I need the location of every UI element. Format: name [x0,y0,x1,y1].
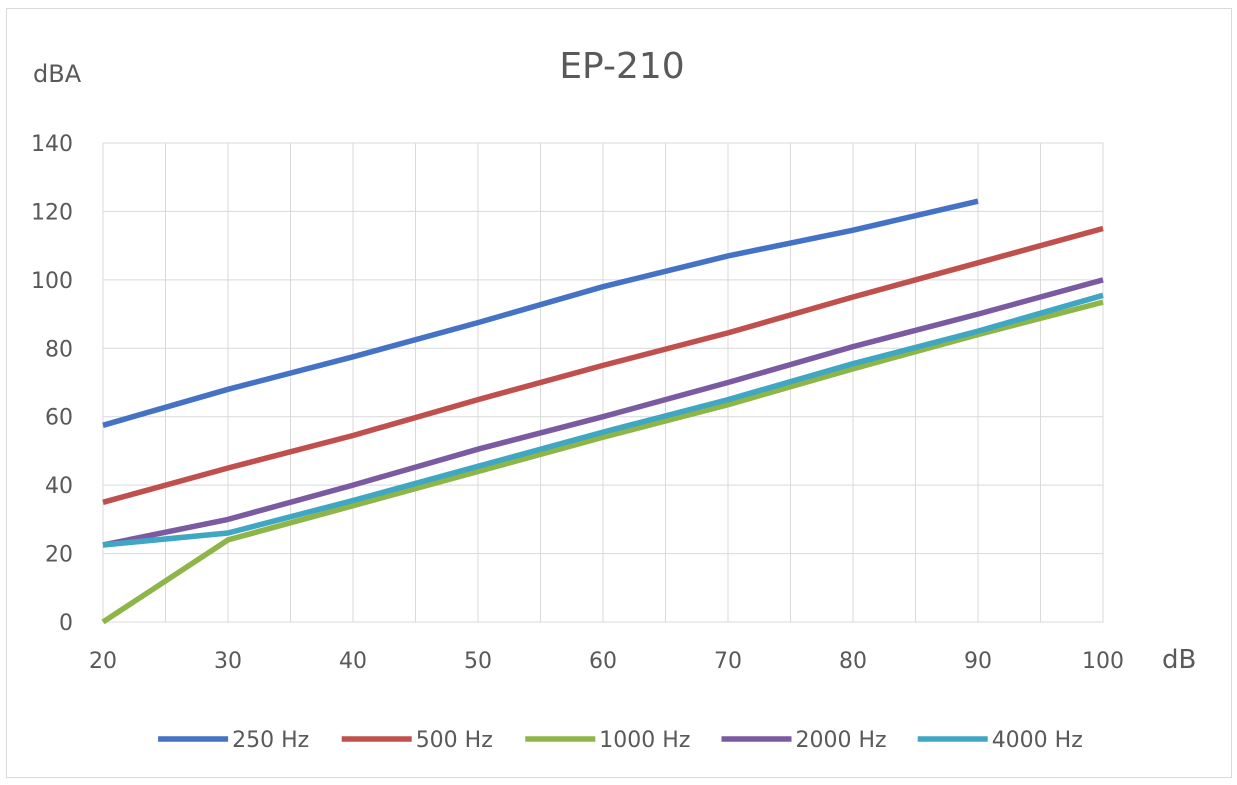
x-tick-label: 90 [964,649,992,674]
series-lines [101,198,1104,625]
legend-label-2000-hz: 2000 Hz [796,728,887,753]
x-tick-label: 80 [839,649,867,674]
y-tick-label: 60 [45,406,73,431]
series-line-250-hz [102,198,979,428]
legend-label-1000-hz: 1000 Hz [599,728,690,753]
y-tick-label: 80 [45,337,73,362]
y-tick-label: 100 [31,269,73,294]
x-tick-label: 20 [89,649,117,674]
grid [102,142,1104,623]
x-tick-label: 70 [714,649,742,674]
x-tick-label: 40 [339,649,367,674]
x-tick-label: 60 [589,649,617,674]
series-line-2000-hz [102,277,1104,548]
chart-title: EP-210 [559,46,684,87]
series-line-1000-hz [101,299,1104,625]
y-tick-label: 120 [31,200,73,225]
series-line-4000-hz [102,292,1104,548]
series-line-500-hz [102,225,1104,505]
x-tick-label: 50 [464,649,492,674]
x-tick-label: 30 [214,649,242,674]
y-axis-label: dBA [33,60,82,88]
y-tick-label: 20 [45,543,73,568]
legend: 250 Hz 500 Hz 1000 Hz 2000 Hz 4000 Hz [158,728,1083,753]
legend-label-250-hz: 250 Hz [232,728,309,753]
y-tick-label: 140 [31,132,73,157]
legend-label-500-hz: 500 Hz [416,728,493,753]
tick-labels: 20 30 40 50 60 70 80 90 100 0 20 40 60 80 100 120 140 [31,132,1124,674]
y-tick-label: 0 [59,611,73,636]
x-axis-label: dB [1162,645,1196,675]
x-tick-label: 100 [1082,649,1124,674]
legend-label-4000-hz: 4000 Hz [992,728,1083,753]
y-tick-label: 40 [45,474,73,499]
